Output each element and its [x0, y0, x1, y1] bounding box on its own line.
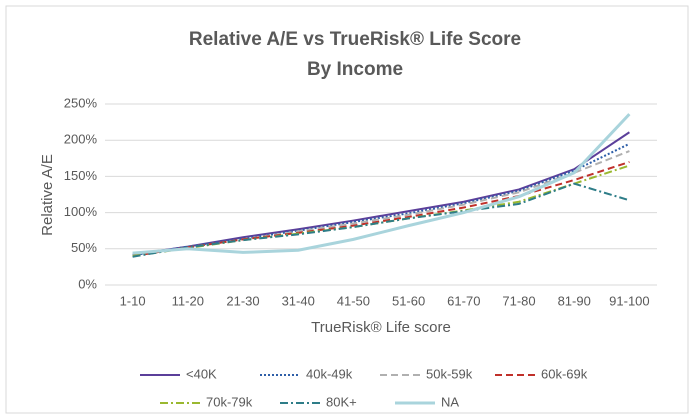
legend-label: 50k-59k	[426, 366, 473, 381]
legend-label: <40K	[186, 366, 217, 381]
x-axis-label: TrueRisk® Life score	[311, 319, 451, 336]
series-line	[132, 182, 630, 258]
y-tick-label: 100%	[64, 204, 98, 219]
legend-label: 70k-79k	[206, 394, 253, 409]
x-tick-label: 1-10	[120, 293, 146, 308]
x-tick-label: 21-30	[226, 293, 259, 308]
x-tick-label: 71-80	[502, 293, 535, 308]
chart-subtitle: By Income	[307, 59, 403, 80]
legend-label: 80K+	[326, 394, 357, 409]
legend-label: NA	[441, 394, 459, 409]
x-tick-label: 31-40	[282, 293, 315, 308]
y-tick-label: 0%	[78, 276, 97, 291]
y-tick-label: 250%	[64, 95, 98, 110]
x-tick-label: 91-100	[609, 293, 649, 308]
series-line	[132, 113, 631, 255]
y-tick-label: 50%	[71, 240, 97, 255]
y-axis-label: Relative A/E	[39, 154, 56, 236]
x-tick-label: 51-60	[392, 293, 425, 308]
x-tick-label: 11-20	[172, 293, 204, 308]
legend-label: 60k-69k	[541, 366, 588, 381]
x-tick-label: 81-90	[558, 293, 591, 308]
x-tick-label: 61-70	[447, 293, 480, 308]
y-tick-label: 200%	[64, 132, 98, 147]
series-line	[132, 131, 630, 256]
chart-title: Relative A/E vs TrueRisk® Life Score	[189, 29, 521, 50]
series-line	[132, 142, 630, 257]
x-tick-label: 41-50	[337, 293, 370, 308]
legend-label: 40k-49k	[306, 366, 353, 381]
chart-border	[5, 5, 689, 414]
y-tick-label: 150%	[64, 168, 98, 183]
